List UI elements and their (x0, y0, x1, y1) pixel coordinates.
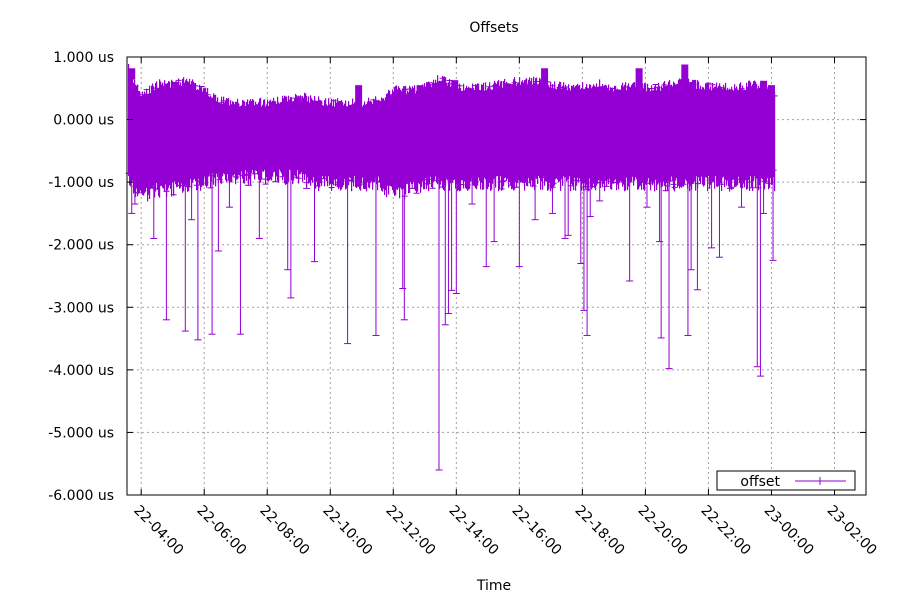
x-tick-label: 22-12:00 (382, 503, 438, 559)
peak-cluster (416, 85, 424, 93)
chart-title: Offsets (469, 20, 518, 36)
y-tick-label: -6.000 us (48, 488, 114, 504)
x-axis-label: Time (476, 578, 511, 594)
peak-cluster (689, 82, 697, 89)
peak-cluster (760, 80, 768, 91)
peak-cluster (594, 87, 602, 90)
x-tick-label: 22-06:00 (193, 503, 249, 559)
y-tick-label: 1.000 us (53, 50, 114, 66)
y-tick-label: -4.000 us (48, 363, 114, 379)
x-tick-label: 22-22:00 (698, 503, 754, 559)
x-tick-label: 22-04:00 (130, 503, 186, 559)
y-tick-label: -2.000 us (48, 238, 114, 254)
peak-cluster (451, 80, 459, 91)
peak-cluster (681, 64, 689, 87)
x-tick-label: 22-08:00 (256, 503, 312, 559)
peak-cluster (311, 100, 319, 104)
y-axis: 1.000 us 0.000 us -1.000 us -2.000 us -3.000… (48, 50, 866, 504)
x-tick-label: 22-14:00 (445, 503, 501, 559)
x-tick-label: 22-18:00 (572, 503, 628, 559)
grid-lines (127, 57, 866, 495)
peak-cluster (541, 68, 549, 88)
x-tick-label: 23-02:00 (824, 503, 880, 559)
legend: offset (716, 470, 856, 491)
legend-box (716, 470, 856, 491)
peak-cluster (355, 85, 363, 108)
peak-cluster (507, 85, 515, 88)
x-tick-label: 22-10:00 (319, 503, 375, 559)
x-tick-label: 22-16:00 (509, 503, 565, 559)
peak-cluster (767, 85, 775, 94)
y-tick-label: -5.000 us (48, 425, 114, 441)
y-tick-label: -1.000 us (48, 175, 114, 191)
series-offset-markers (125, 77, 778, 197)
x-tick-label: 23-00:00 (761, 503, 817, 559)
y-tick-label: -3.000 us (48, 300, 114, 316)
plot-frame (126, 56, 867, 496)
legend-label-offset: offset (740, 474, 780, 490)
series-offset (125, 64, 778, 471)
peak-cluster (128, 68, 136, 80)
y-tick-label: 0.000 us (53, 113, 114, 129)
x-tick-label: 22-20:00 (635, 503, 691, 559)
peak-cluster (172, 82, 180, 88)
peak-cluster (635, 68, 643, 92)
